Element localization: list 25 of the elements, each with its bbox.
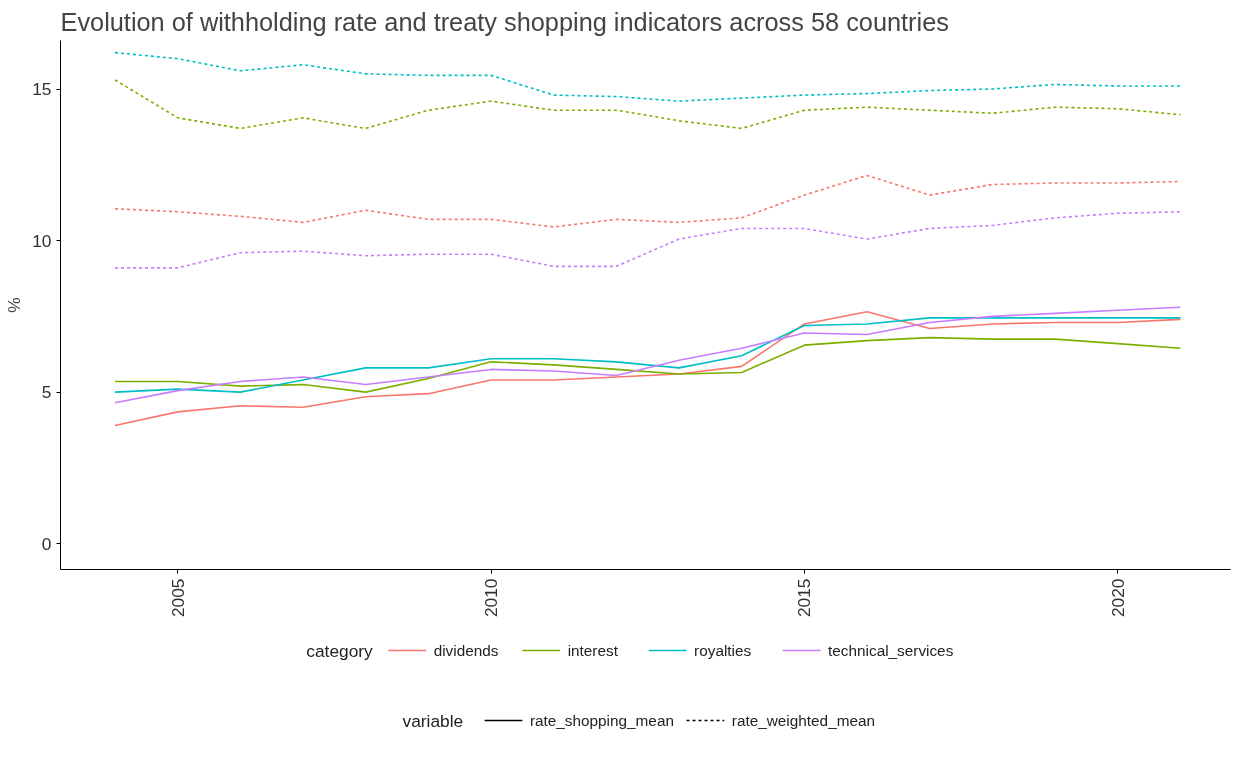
- line-series: [114, 79, 1182, 130]
- legend-title: category: [306, 640, 374, 661]
- y-tick-label: 15: [32, 79, 52, 99]
- y-tick-label: 0: [41, 533, 52, 554]
- text: rate_shopping_mean: [529, 712, 674, 729]
- line-series: [114, 317, 1182, 393]
- line-series: [114, 311, 1182, 427]
- y-tick-label: 10: [32, 230, 52, 251]
- legend-label: dividends: [433, 642, 499, 659]
- text: variable: [402, 710, 464, 731]
- legend-label: interest: [567, 642, 619, 659]
- chart-title: Evolution of withholding rate and treaty shopping indicators across 58 countries: [60, 7, 949, 36]
- x-tick-label: 2015: [794, 578, 815, 618]
- line-series: [114, 51, 1182, 102]
- legend-label: royalties: [694, 642, 752, 659]
- line-series: [114, 210, 1182, 269]
- line-series: [114, 336, 1182, 393]
- x-tick-label: 2010: [481, 578, 502, 618]
- legend-label: technical_services: [828, 642, 954, 659]
- text: rate_weighted_mean: [731, 712, 876, 729]
- x-tick-label: 2020: [1107, 578, 1128, 618]
- line-series: [114, 306, 1182, 404]
- x-tick-label: 2005: [167, 578, 188, 618]
- y-tick-label: 5: [41, 382, 52, 403]
- y-axis-title: %: [4, 297, 25, 313]
